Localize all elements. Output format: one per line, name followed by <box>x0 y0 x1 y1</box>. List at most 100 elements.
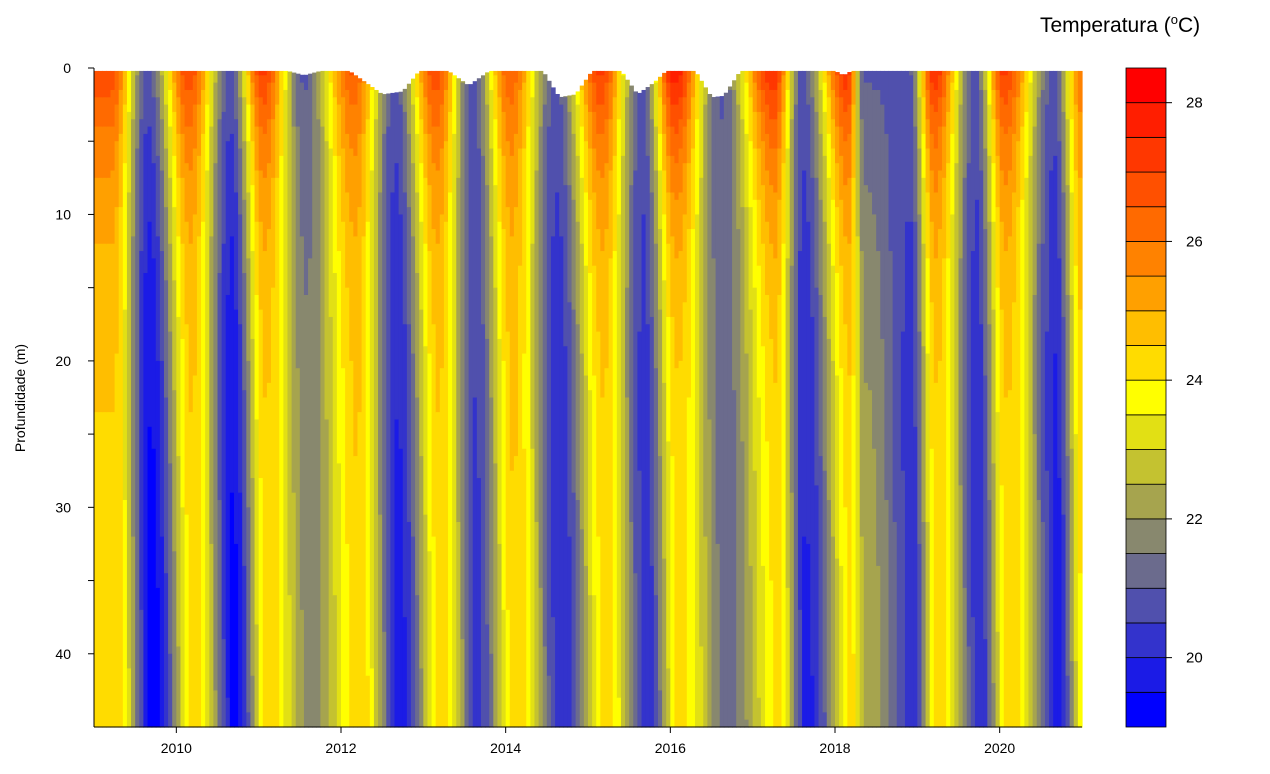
heatmap-cell <box>921 243 927 347</box>
heatmap-cell <box>867 70 873 84</box>
heatmap-column <box>625 79 630 728</box>
heatmap-cell <box>785 258 791 589</box>
heatmap-cell <box>497 543 503 728</box>
heatmap-cell <box>106 126 112 179</box>
heatmap-cell <box>180 75 186 106</box>
heatmap-cell <box>983 70 988 91</box>
heatmap-cell <box>415 133 420 194</box>
heatmap-cell <box>110 89 116 128</box>
heatmap-cell <box>398 448 404 728</box>
heatmap-cell <box>641 214 647 728</box>
heatmap-cell <box>678 360 684 728</box>
heatmap-column <box>600 70 606 728</box>
heatmap-cell <box>1073 70 1079 106</box>
heatmap-column <box>843 74 848 728</box>
heatmap-cell <box>1057 258 1063 479</box>
heatmap-cell <box>114 141 120 208</box>
heatmap-cell <box>608 70 614 84</box>
heatmap-column <box>929 70 935 728</box>
heatmap-cell <box>283 70 289 91</box>
heatmap-cell <box>579 529 585 728</box>
heatmap-column <box>287 71 293 728</box>
heatmap-cell <box>550 236 556 618</box>
heatmap-column <box>378 92 383 728</box>
heatmap-cell <box>769 89 774 120</box>
heatmap-column <box>925 70 931 728</box>
x-tick-label: 2012 <box>325 740 356 756</box>
heatmap-column <box>555 93 560 728</box>
heatmap-cell <box>678 119 684 150</box>
heatmap-cell <box>999 75 1005 98</box>
heatmap-cell <box>649 119 655 194</box>
heatmap-cell <box>736 74 741 106</box>
heatmap-cell <box>435 170 441 245</box>
heatmap-cell <box>909 70 914 76</box>
heatmap-cell <box>151 97 157 164</box>
heatmap-cell <box>225 141 231 296</box>
heatmap-column <box>896 70 902 728</box>
heatmap-cell <box>131 119 136 238</box>
heatmap-cell <box>431 229 437 325</box>
heatmap-cell <box>225 697 231 728</box>
heatmap-cell <box>102 243 107 413</box>
heatmap-cell <box>830 536 836 728</box>
heatmap-cell <box>657 97 663 135</box>
heatmap-cell <box>847 177 853 245</box>
heatmap-cell <box>567 185 573 303</box>
colorbar-title: Temperatura (oC) <box>1040 12 1200 38</box>
heatmap-cell <box>785 148 791 259</box>
heatmap-cell <box>1069 70 1075 120</box>
heatmap-column <box>410 78 416 728</box>
heatmap-cell <box>476 148 482 479</box>
heatmap-column <box>485 72 490 728</box>
heatmap-cell <box>872 70 877 91</box>
heatmap-cell <box>686 119 692 164</box>
heatmap-cell <box>1077 177 1083 311</box>
heatmap-cell <box>756 199 762 267</box>
heatmap-cell <box>505 141 511 208</box>
heatmap-cell <box>382 631 387 728</box>
heatmap-cell <box>962 70 968 179</box>
heatmap-cell <box>1016 207 1021 728</box>
heatmap-column <box>682 70 688 728</box>
heatmap-column <box>283 70 289 728</box>
heatmap-cell <box>818 133 824 201</box>
heatmap-cell <box>979 324 984 728</box>
heatmap-cell <box>991 463 997 684</box>
heatmap-cell <box>991 163 997 223</box>
heatmap-column <box>756 70 762 728</box>
heatmap-cell <box>666 70 671 84</box>
heatmap-cell <box>653 80 659 84</box>
heatmap-cell <box>452 133 457 728</box>
heatmap-cell <box>332 70 338 98</box>
heatmap-cell <box>954 163 960 728</box>
heatmap-cell <box>830 199 836 267</box>
heatmap-cell <box>633 170 638 574</box>
heatmap-cell <box>443 141 449 223</box>
heatmap-cell <box>394 163 400 421</box>
heatmap-cell <box>1007 170 1013 238</box>
heatmap-cell <box>262 177 268 252</box>
heatmap-cell <box>258 75 264 98</box>
heatmap-column <box>732 80 737 728</box>
heatmap-cell <box>835 375 840 560</box>
heatmap-cell <box>102 70 107 98</box>
heatmap-cell <box>765 294 770 443</box>
heatmap-cell <box>155 97 161 157</box>
heatmap-cell <box>843 507 848 728</box>
heatmap-cell <box>752 70 758 84</box>
heatmap-cell <box>238 492 243 728</box>
heatmap-cell <box>596 104 601 135</box>
heatmap-cell <box>229 70 235 135</box>
heatmap-cell <box>674 199 680 259</box>
heatmap-cell <box>435 70 441 91</box>
heatmap-column <box>773 70 778 728</box>
heatmap-cell <box>592 148 597 194</box>
heatmap-cell <box>950 214 955 728</box>
heatmap-cell <box>550 617 556 728</box>
heatmap-cell <box>250 185 256 252</box>
heatmap-cell <box>666 155 671 194</box>
heatmap-cell <box>163 104 169 150</box>
colorbar: 20 22 24 26 28 <box>1125 67 1203 728</box>
heatmap-cell <box>254 75 260 98</box>
